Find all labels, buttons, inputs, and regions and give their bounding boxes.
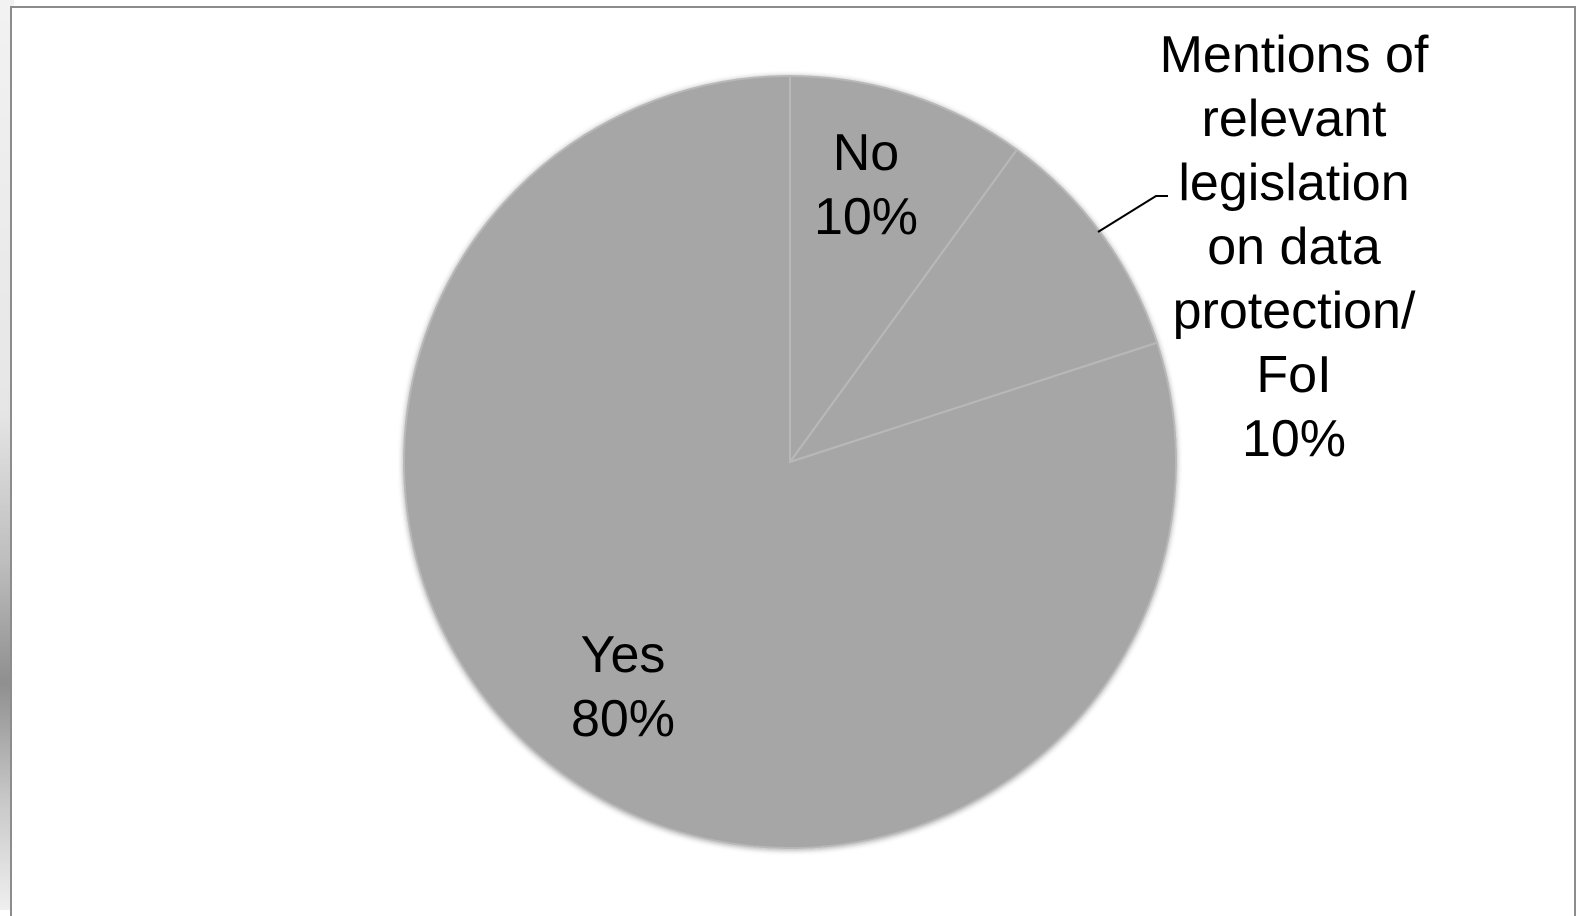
data-label-line: Yes [581,626,666,684]
data-label-no: No 10% [814,124,918,246]
data-label-value: 80% [571,690,675,748]
leader-line-mentions-of-relevant-legislation-on-data [1097,195,1168,233]
pie-slice-no [789,74,1019,466]
data-label-line: legislation [1178,154,1409,212]
data-label-line: Mentions of [1160,26,1429,84]
pie-slice-mentions-of-relevant-legislation-on-data [787,148,1159,464]
data-label-line: FoI [1256,346,1331,404]
data-label-line: relevant [1202,90,1388,148]
data-label-line: protection/ [1173,282,1416,340]
data-label-line: on data [1207,218,1381,276]
data-labels: No 10% Mentions of relevant legislation on da… [571,26,1429,748]
data-label-mentions-of-relevant-legislation-on-data: Mentions of relevant legislation on data pro… [1160,26,1429,468]
pie-slice-yes [403,74,1177,849]
leader-lines [1097,195,1168,233]
data-label-value: 10% [814,188,918,246]
pie-slices [403,74,1177,849]
data-label-value: 10% [1242,410,1346,468]
data-label-yes: Yes 80% [571,626,675,748]
data-label-line: No [833,124,899,182]
